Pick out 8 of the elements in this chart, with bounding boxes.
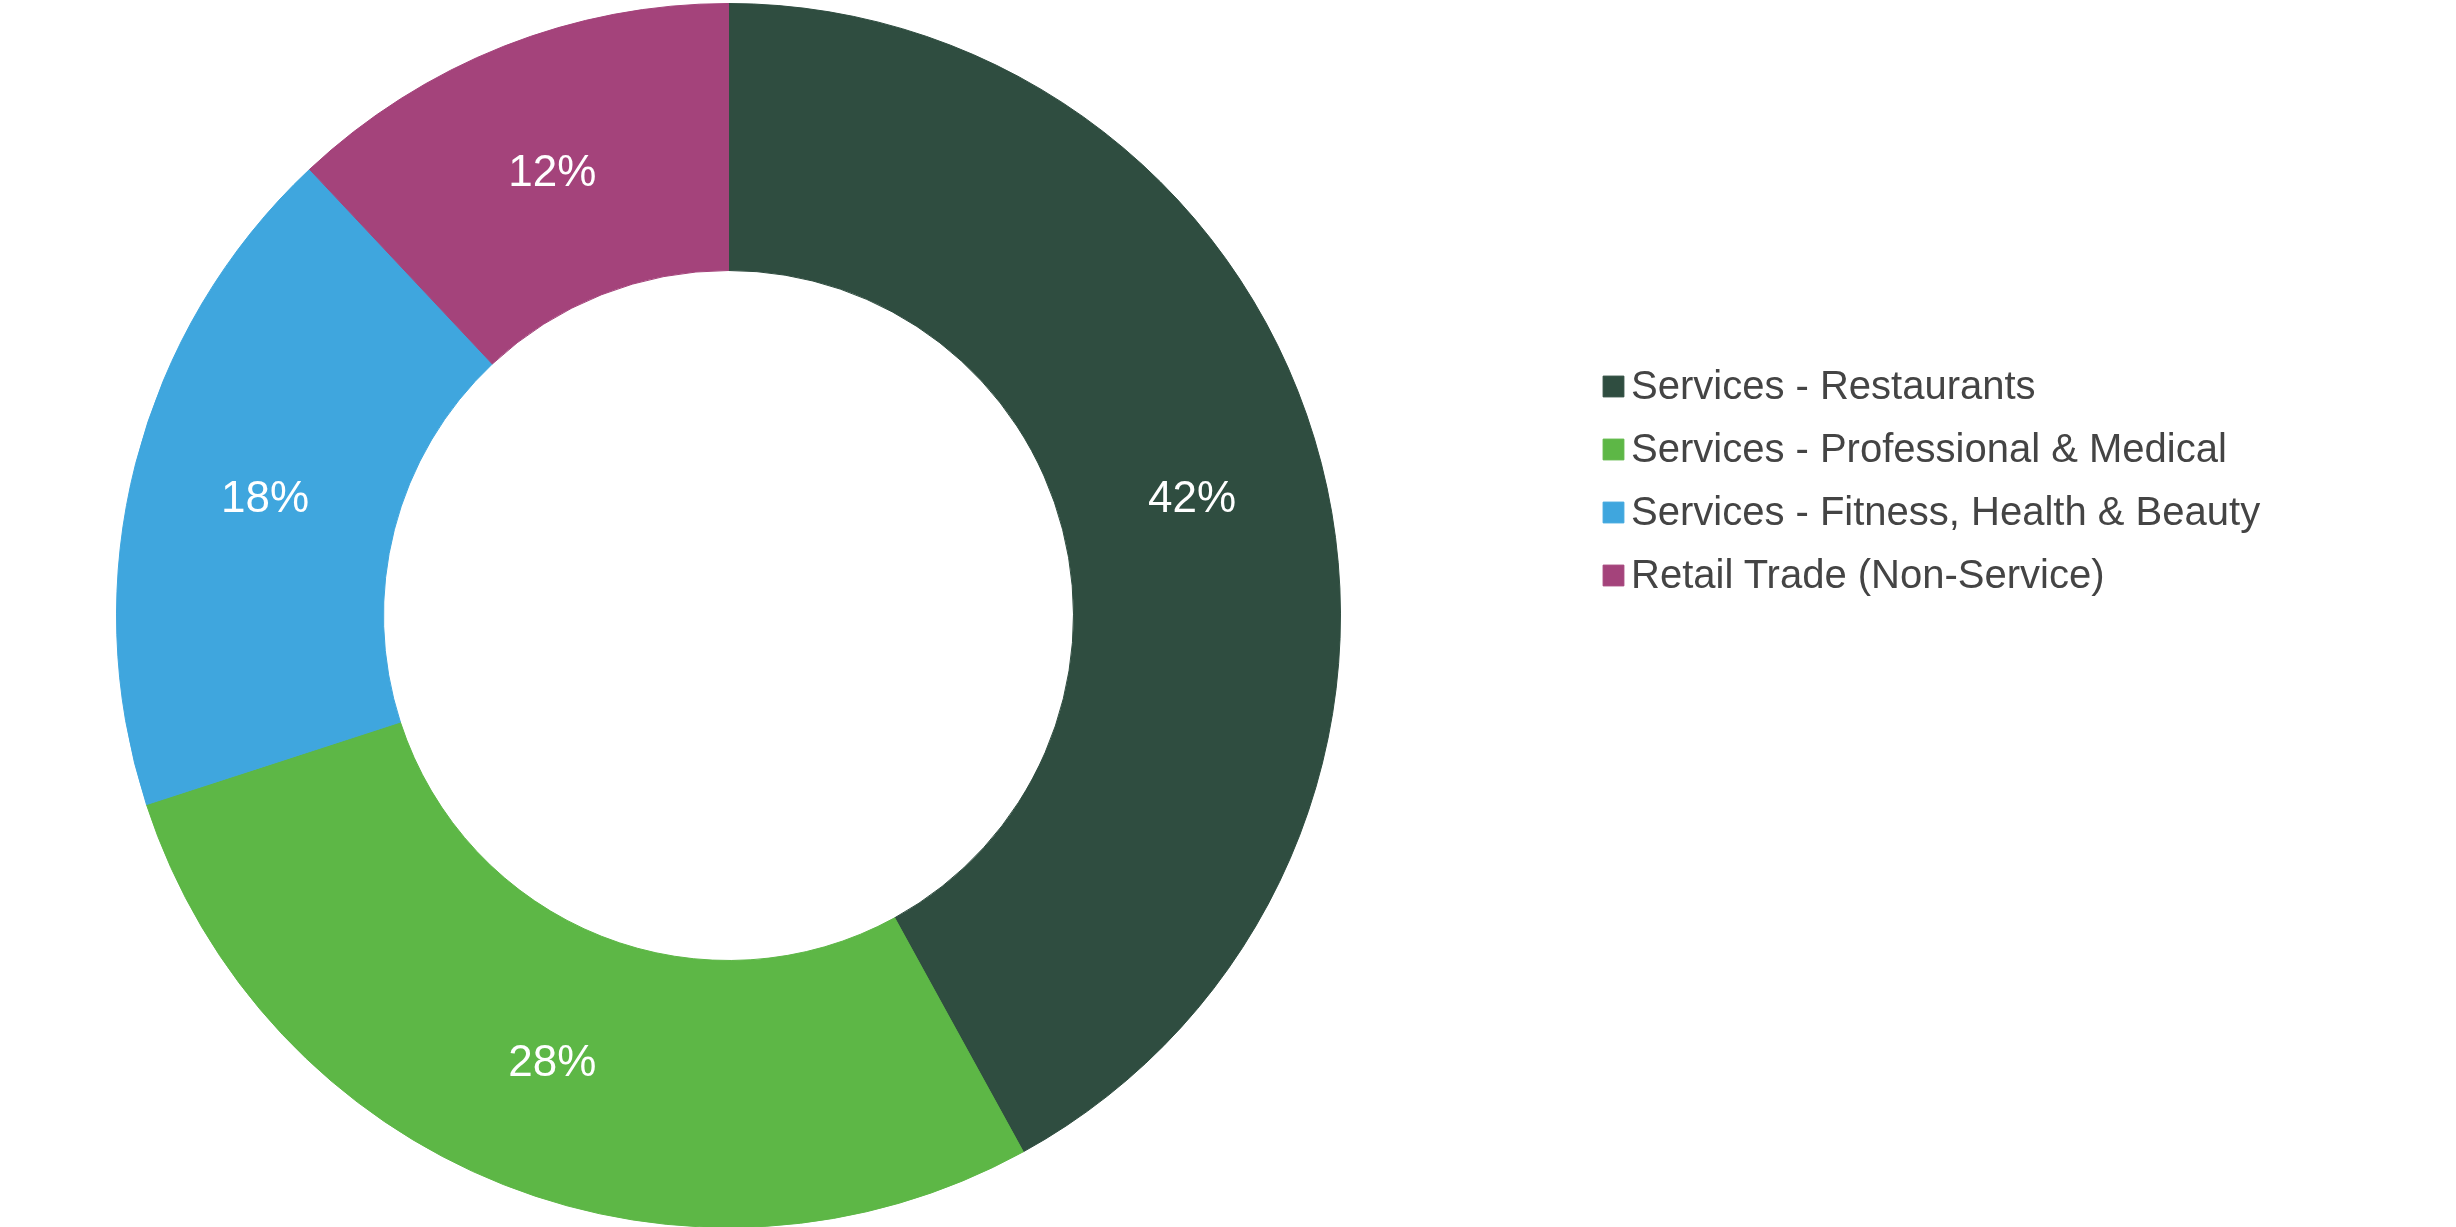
legend-label: Services - Fitness, Health & Beauty	[1631, 489, 2261, 534]
data-label: 12%	[508, 146, 597, 196]
legend-label: Services - Restaurants	[1631, 363, 2036, 408]
legend-label: Services - Professional & Medical	[1631, 426, 2227, 471]
legend-label: Retail Trade (Non-Service)	[1631, 552, 2105, 597]
data-label: 42%	[1147, 472, 1237, 521]
data-label: 18%	[221, 472, 310, 521]
data-label: 28%	[508, 1035, 597, 1085]
